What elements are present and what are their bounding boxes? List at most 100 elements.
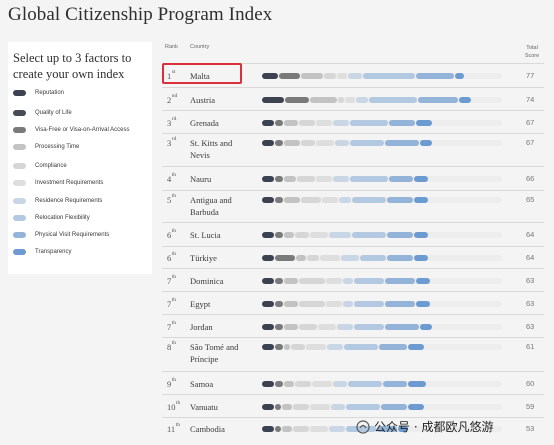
country-name[interactable]: Austria <box>190 95 216 105</box>
score-segment <box>327 344 343 350</box>
table-row[interactable]: 11th Cambodia 53 <box>162 417 544 439</box>
factor-option-reputation[interactable]: Reputation <box>13 87 64 99</box>
table-row[interactable]: 7th Dominica 63 <box>162 268 544 291</box>
score-segment <box>385 301 415 307</box>
score-breakdown-bar[interactable] <box>262 404 502 410</box>
score-segment <box>307 255 319 261</box>
score-breakdown-bar[interactable] <box>262 197 502 203</box>
score-segment <box>275 232 283 238</box>
factor-color-swatch <box>13 232 26 238</box>
score-segment <box>343 278 353 284</box>
score-segment <box>389 176 413 182</box>
score-breakdown-bar[interactable] <box>262 176 502 182</box>
country-name[interactable]: St. Lucia <box>190 230 221 240</box>
score-segment <box>348 73 362 79</box>
total-score: 63 <box>526 299 535 308</box>
score-breakdown-bar[interactable] <box>262 73 502 79</box>
score-segment <box>385 324 419 330</box>
table-row[interactable]: 10th Vanuatu 59 <box>162 394 544 417</box>
total-score: 63 <box>526 322 535 331</box>
score-segment <box>416 120 432 126</box>
country-name[interactable]: Malta <box>190 71 210 81</box>
rank-cell: 7th <box>167 320 177 332</box>
rank-number: 3 <box>167 118 172 128</box>
table-row[interactable]: 3rd St. Kitts and Nevis 67 <box>162 133 544 166</box>
score-segment <box>291 344 305 350</box>
score-segment <box>316 140 334 146</box>
factor-option-transparency[interactable]: Transparency <box>13 246 71 258</box>
table-row[interactable]: 3rd Grenada 67 <box>162 110 544 133</box>
score-segment <box>338 97 344 103</box>
rank-suffix: nd <box>171 93 178 99</box>
rank-cell: 6th <box>167 251 176 263</box>
table-row[interactable]: 7th Jordan 63 <box>162 314 544 337</box>
table-row[interactable]: 5th Antigua and Barbuda 65 <box>162 190 544 222</box>
factor-color-swatch <box>13 249 26 255</box>
table-row[interactable]: 1st Malta 77 <box>162 63 544 87</box>
score-segment <box>310 404 330 410</box>
rank-number: 3 <box>167 138 172 148</box>
score-segment <box>306 344 326 350</box>
country-name[interactable]: Grenada <box>190 118 219 128</box>
factor-option-quality-of-life[interactable]: Quality of Life <box>13 107 72 119</box>
score-breakdown-bar[interactable] <box>262 255 502 261</box>
score-breakdown-bar[interactable] <box>262 97 502 103</box>
score-segment <box>354 301 384 307</box>
rank-suffix: st <box>171 69 176 75</box>
total-score-column-header: Total Score <box>520 44 544 60</box>
country-name[interactable]: Samoa <box>190 379 214 389</box>
country-name[interactable]: Nauru <box>190 174 212 184</box>
factor-label: Visa-Free or Visa-on-Arrival Access <box>35 127 130 133</box>
table-row[interactable]: 6th St. Lucia 64 <box>162 222 544 246</box>
country-name[interactable]: Dominica <box>190 276 224 286</box>
score-breakdown-bar[interactable] <box>262 232 502 238</box>
score-breakdown-bar[interactable] <box>262 344 502 350</box>
score-segment <box>408 404 424 410</box>
score-segment <box>275 197 283 203</box>
score-segment <box>301 140 315 146</box>
factor-color-swatch <box>13 90 26 96</box>
country-name[interactable]: Vanuatu <box>190 402 218 412</box>
country-name[interactable]: St. Kitts and Nevis <box>190 138 233 160</box>
rank-suffix: th <box>171 320 177 326</box>
table-row[interactable]: 7th Egypt 63 <box>162 291 544 314</box>
score-segment <box>350 120 388 126</box>
rank-cell: 5th <box>167 193 176 205</box>
country-name[interactable]: Cambodia <box>190 424 225 434</box>
factor-option-physical-visit-requirements[interactable]: Physical Visit Requirements <box>13 229 109 241</box>
score-breakdown-bar[interactable] <box>262 426 502 432</box>
table-row[interactable]: 8th São Tomé and Príncipe 61 <box>162 337 544 371</box>
table-row[interactable]: 4th Nauru 66 <box>162 166 544 190</box>
table-row[interactable]: 6th Türkiye 64 <box>162 246 544 268</box>
factor-option-compliance[interactable]: Compliance <box>13 160 67 172</box>
score-segment <box>329 232 351 238</box>
factor-option-processing-time[interactable]: Processing Time <box>13 141 79 153</box>
country-name[interactable]: Türkiye <box>190 253 217 263</box>
score-breakdown-bar[interactable] <box>262 381 502 387</box>
score-segment <box>284 120 298 126</box>
score-breakdown-bar[interactable] <box>262 120 502 126</box>
score-segment <box>284 344 290 350</box>
table-row[interactable]: 9th Samoa 60 <box>162 371 544 394</box>
score-segment <box>339 197 351 203</box>
score-segment <box>297 176 315 182</box>
score-breakdown-bar[interactable] <box>262 324 502 330</box>
rank-suffix: th <box>175 422 180 428</box>
score-segment <box>279 73 300 79</box>
score-breakdown-bar[interactable] <box>262 140 502 146</box>
country-name[interactable]: Egypt <box>190 299 211 309</box>
table-row[interactable]: 2nd Austria 74 <box>162 87 544 110</box>
score-breakdown-bar[interactable] <box>262 278 502 284</box>
score-breakdown-bar[interactable] <box>262 301 502 307</box>
factor-option-residence-requirements[interactable]: Residence Requirements <box>13 195 102 207</box>
factor-option-visa-free-or-visa-on-arrival-access[interactable]: Visa-Free or Visa-on-Arrival Access <box>13 124 129 136</box>
rank-cell: 7th <box>167 274 176 286</box>
country-name[interactable]: Jordan <box>190 322 213 332</box>
factor-label: Relocation Flexibility <box>35 215 90 221</box>
rank-number: 2 <box>167 95 172 105</box>
country-name[interactable]: Antigua and Barbuda <box>190 195 232 217</box>
factor-option-relocation-flexibility[interactable]: Relocation Flexibility <box>13 212 90 224</box>
country-name[interactable]: São Tomé and Príncipe <box>190 342 239 364</box>
factor-label: Residence Requirements <box>35 198 103 204</box>
factor-option-investment-requirements[interactable]: Investment Requirements <box>13 177 103 189</box>
